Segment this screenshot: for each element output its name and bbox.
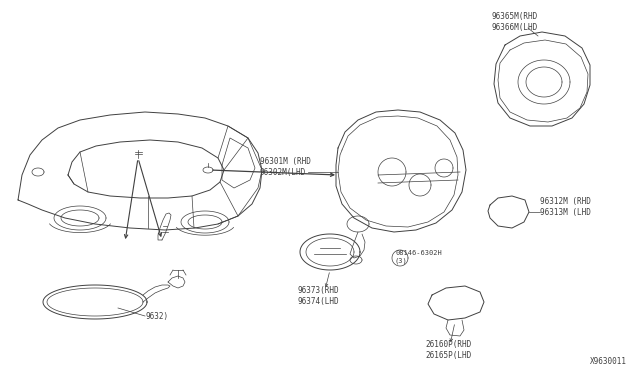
- Text: 96365M(RHD
96366M(LHD: 96365M(RHD 96366M(LHD: [492, 12, 538, 32]
- Text: 9632): 9632): [146, 311, 169, 321]
- Text: 96312M (RHD
96313M (LHD: 96312M (RHD 96313M (LHD: [540, 197, 591, 217]
- Text: 96301M (RHD
96302M(LHD: 96301M (RHD 96302M(LHD: [260, 157, 311, 177]
- Text: 26160P(RHD
26165P(LHD: 26160P(RHD 26165P(LHD: [425, 340, 471, 360]
- Text: X9630011: X9630011: [590, 357, 627, 366]
- Text: 96373(RHD
96374(LHD: 96373(RHD 96374(LHD: [298, 286, 340, 306]
- Text: 08146-6302H
(3): 08146-6302H (3): [395, 250, 442, 263]
